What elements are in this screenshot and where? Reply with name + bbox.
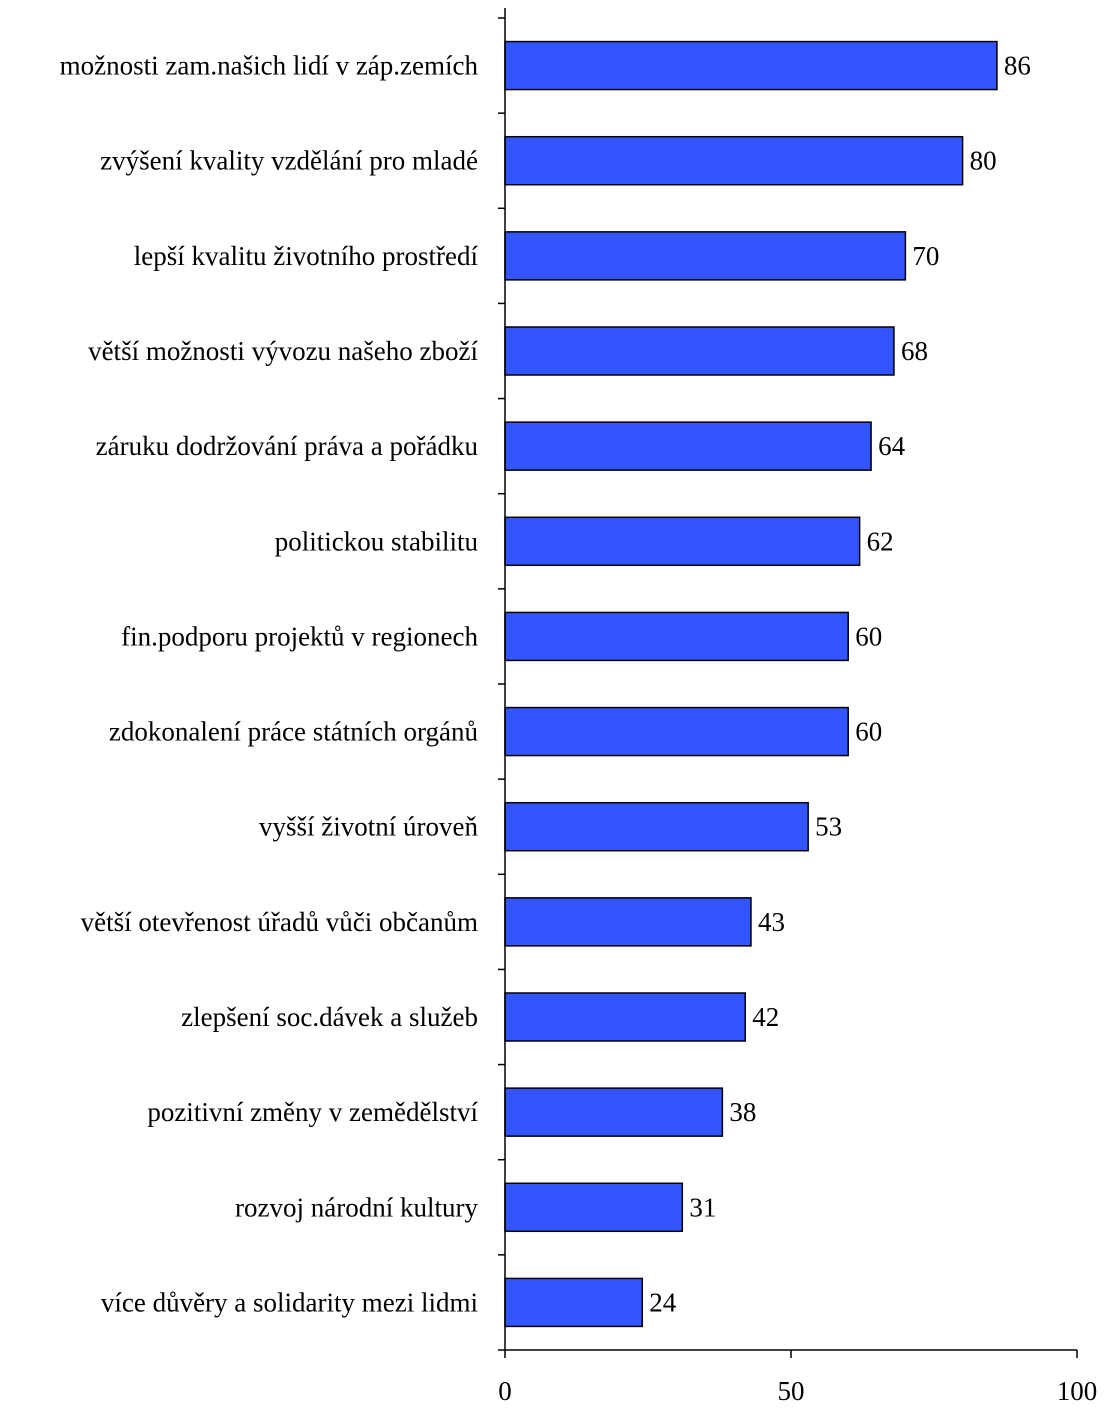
data-label: 60 [855,717,882,747]
data-label: 31 [689,1192,716,1222]
category-label: větší otevřenost úřadů vůči občanům [81,907,478,937]
category-label: fin.podporu projektů v regionech [121,621,478,651]
data-label: 42 [752,1002,779,1032]
bar [504,326,895,376]
category-label: více důvěry a solidarity mezi lidmi [101,1287,478,1317]
data-label: 62 [867,526,894,556]
x-tick-label: 50 [778,1376,805,1406]
category-label: možnosti zam.našich lidí v záp.zemích [60,51,479,81]
bar [504,40,998,91]
category-label: záruku dodržování práva a pořádku [96,431,479,461]
data-label: 86 [1004,51,1031,81]
category-label: politickou stabilitu [275,526,479,556]
category-label: větší možnosti vývozu našeho zboží [88,336,478,366]
category-label: rozvoj národní kultury [235,1192,478,1222]
x-tick-label: 0 [498,1376,512,1406]
bar [504,231,907,281]
bar [504,611,849,662]
bar [504,516,861,567]
bar [504,992,746,1042]
category-label: vyšší životní úroveň [259,812,478,842]
bar [504,897,752,947]
category-label: zvýšení kvality vzdělání pro mladé [100,146,478,176]
bars-group: možnosti zam.našich lidí v záp.zemích 86 z… [60,40,1031,1328]
bar [504,1087,724,1137]
data-label: 70 [912,241,939,271]
bar [504,421,872,471]
data-label: 64 [878,431,906,461]
data-label: 38 [729,1097,756,1127]
category-label: lepší kvalitu životního prostředí [134,241,479,271]
data-label: 43 [758,907,785,937]
data-label: 68 [901,336,928,366]
x-tick-label: 100 [1057,1376,1098,1406]
data-label: 80 [970,146,997,176]
data-label: 24 [649,1287,677,1317]
axes-group: 0 50 100 [498,8,1097,1406]
bar [504,135,964,186]
category-label: zlepšení soc.dávek a služeb [181,1002,478,1032]
bar [504,801,809,852]
bar [504,1182,684,1233]
category-label: pozitivní změny v zemědělství [147,1097,478,1127]
category-label: zdokonalení práce státních orgánů [109,717,479,747]
data-label: 53 [815,812,842,842]
bar [504,706,849,757]
bar [504,1277,644,1328]
data-label: 60 [855,621,882,651]
